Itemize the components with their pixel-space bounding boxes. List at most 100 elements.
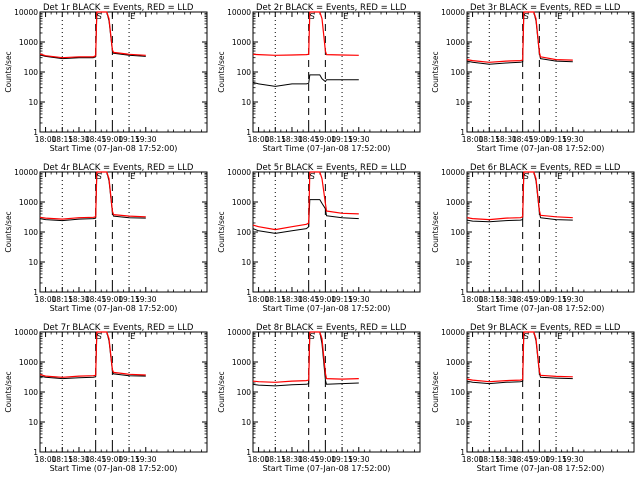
x-tick-label: 18:30 bbox=[68, 455, 90, 464]
x-tick-label: 18:15 bbox=[51, 455, 73, 464]
marker-label: S bbox=[524, 12, 529, 21]
y-tick-label: 10000 bbox=[14, 168, 38, 177]
x-tick-label: 18:45 bbox=[298, 455, 320, 464]
x-tick-label: 18:45 bbox=[85, 135, 107, 144]
x-tick-label: 18:00 bbox=[35, 295, 57, 304]
x-axis-label: Start Time (07-Jan-08 17:52:00) bbox=[477, 304, 605, 313]
x-tick-label: 19:30 bbox=[135, 455, 157, 464]
panel-title: Det 8r BLACK = Events, RED = LLD bbox=[256, 323, 407, 333]
x-tick-label: 18:00 bbox=[462, 295, 484, 304]
detector-panel-5: Det 5r BLACK = Events, RED = LLD 1 10 100 10… bbox=[217, 163, 421, 313]
marker-label: E bbox=[343, 172, 348, 181]
y-tick-label: 10000 bbox=[441, 168, 465, 177]
y-tick-label: 1 bbox=[460, 448, 465, 457]
series-line-lld bbox=[466, 331, 573, 383]
y-tick-label: 10 bbox=[455, 418, 465, 427]
panel-title: Det 9r BLACK = Events, RED = LLD bbox=[470, 323, 621, 333]
x-tick-label: 19:00 bbox=[102, 455, 124, 464]
y-tick-label: 100 bbox=[24, 68, 39, 77]
y-tick-label: 1 bbox=[33, 128, 38, 137]
panel-title: Det 1r BLACK = Events, RED = LLD bbox=[43, 3, 194, 13]
x-tick-label: 19:15 bbox=[545, 455, 567, 464]
x-tick-label: 19:15 bbox=[331, 295, 353, 304]
y-tick-label: 1 bbox=[33, 448, 38, 457]
x-tick-label: 18:30 bbox=[281, 135, 303, 144]
marker-label: E bbox=[557, 172, 562, 181]
x-tick-label: 18:15 bbox=[478, 295, 500, 304]
marker-label: E bbox=[343, 332, 348, 341]
x-tick-label: 18:15 bbox=[264, 455, 286, 464]
marker-label: S bbox=[310, 332, 315, 341]
x-tick-label: 19:30 bbox=[348, 455, 370, 464]
y-tick-label: 10000 bbox=[227, 168, 251, 177]
marker-label: S bbox=[524, 332, 529, 341]
plot-frame bbox=[466, 171, 635, 293]
y-tick-label: 100 bbox=[237, 388, 252, 397]
x-tick-label: 18:00 bbox=[248, 135, 270, 144]
y-axis-label: Counts/sec bbox=[4, 51, 13, 92]
x-tick-label: 19:15 bbox=[545, 135, 567, 144]
y-tick-label: 10000 bbox=[227, 328, 251, 337]
detector-panel-7: Det 7r BLACK = Events, RED = LLD 1 10 100 10… bbox=[4, 323, 208, 473]
x-tick-label: 19:30 bbox=[135, 295, 157, 304]
panel-title: Det 7r BLACK = Events, RED = LLD bbox=[43, 323, 194, 333]
panel-title: Det 4r BLACK = Events, RED = LLD bbox=[43, 163, 194, 173]
detector-panel-6: Det 6r BLACK = Events, RED = LLD 1 10 100 10… bbox=[431, 163, 635, 313]
y-tick-label: 100 bbox=[24, 388, 39, 397]
x-tick-label: 19:15 bbox=[118, 135, 140, 144]
detector-panel-8: Det 8r BLACK = Events, RED = LLD 1 10 100 10… bbox=[217, 323, 421, 473]
series-line-events bbox=[252, 74, 359, 87]
x-tick-label: 18:45 bbox=[298, 135, 320, 144]
y-tick-label: 10000 bbox=[14, 328, 38, 337]
marker-label: S bbox=[97, 332, 102, 341]
series-line-lld bbox=[39, 11, 146, 59]
x-tick-label: 18:00 bbox=[35, 135, 57, 144]
series-line-lld bbox=[466, 171, 573, 221]
x-tick-label: 19:00 bbox=[102, 295, 124, 304]
x-tick-label: 19:30 bbox=[348, 135, 370, 144]
detector-panel-3: Det 3r BLACK = Events, RED = LLD 1 10 100 10… bbox=[431, 3, 635, 153]
x-tick-label: 18:30 bbox=[281, 455, 303, 464]
y-tick-label: 10 bbox=[455, 98, 465, 107]
y-tick-label: 100 bbox=[451, 388, 466, 397]
y-tick-label: 10000 bbox=[441, 8, 465, 17]
plot-frame bbox=[466, 331, 635, 453]
x-tick-label: 19:00 bbox=[315, 455, 337, 464]
x-tick-label: 19:30 bbox=[562, 455, 584, 464]
x-tick-label: 18:00 bbox=[248, 295, 270, 304]
y-tick-label: 10 bbox=[241, 418, 251, 427]
marker-label: S bbox=[310, 12, 315, 21]
y-tick-label: 10 bbox=[241, 258, 251, 267]
y-tick-label: 100 bbox=[237, 68, 252, 77]
marker-label: S bbox=[97, 172, 102, 181]
x-tick-label: 18:45 bbox=[85, 455, 107, 464]
x-tick-label: 18:30 bbox=[281, 295, 303, 304]
x-tick-label: 19:15 bbox=[118, 295, 140, 304]
x-axis-label: Start Time (07-Jan-08 17:52:00) bbox=[477, 144, 605, 153]
y-tick-label: 1000 bbox=[19, 198, 38, 207]
y-tick-label: 1000 bbox=[446, 198, 465, 207]
x-tick-label: 18:15 bbox=[51, 135, 73, 144]
x-axis-label: Start Time (07-Jan-08 17:52:00) bbox=[50, 144, 178, 153]
detector-panel-1: Det 1r BLACK = Events, RED = LLD 1 10 100 10… bbox=[4, 3, 208, 153]
y-tick-label: 10 bbox=[241, 98, 251, 107]
y-axis-label: Counts/sec bbox=[4, 371, 13, 412]
series-line-lld bbox=[39, 331, 146, 378]
y-axis-label: Counts/sec bbox=[431, 51, 440, 92]
x-tick-label: 18:15 bbox=[478, 455, 500, 464]
x-tick-label: 18:45 bbox=[512, 295, 534, 304]
y-tick-label: 1 bbox=[33, 288, 38, 297]
plot-frame bbox=[39, 11, 208, 133]
y-axis-label: Counts/sec bbox=[217, 51, 226, 92]
x-tick-label: 18:30 bbox=[495, 455, 517, 464]
series-line-lld bbox=[252, 11, 359, 56]
y-tick-label: 1000 bbox=[232, 198, 251, 207]
x-tick-label: 18:30 bbox=[68, 295, 90, 304]
y-tick-label: 1 bbox=[460, 288, 465, 297]
y-tick-label: 1 bbox=[246, 448, 251, 457]
x-tick-label: 19:30 bbox=[562, 295, 584, 304]
marker-label: S bbox=[97, 12, 102, 21]
y-tick-label: 10000 bbox=[227, 8, 251, 17]
y-tick-label: 10 bbox=[28, 258, 38, 267]
